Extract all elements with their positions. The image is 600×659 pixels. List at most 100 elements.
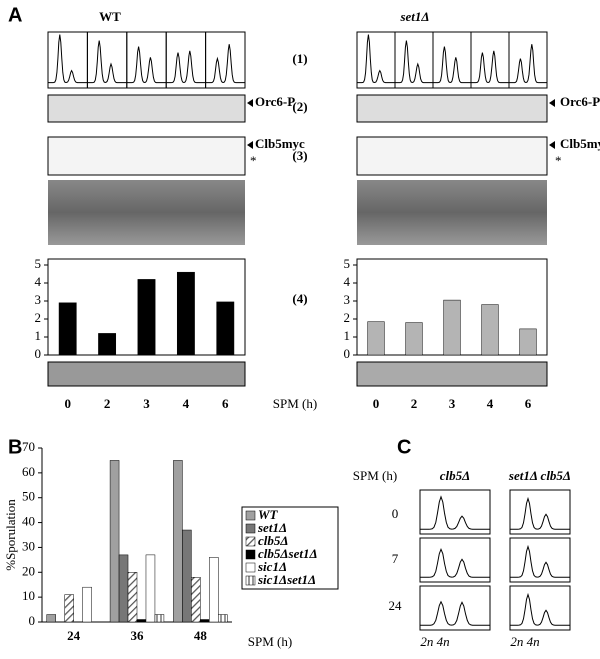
legend-frame	[241, 506, 339, 590]
x-tick-label: 4	[183, 396, 190, 411]
facs-trace	[510, 544, 570, 578]
y-tick-label: 1	[35, 328, 42, 343]
band-label: *	[250, 153, 257, 168]
legend-swatch	[245, 523, 256, 534]
y-tick-label: 10	[22, 588, 35, 603]
row-label: (2)	[292, 99, 307, 114]
facs-trace	[420, 547, 490, 578]
x-tick-label: 24	[67, 628, 81, 643]
x-tick-label: 6	[525, 396, 532, 411]
blot	[356, 361, 548, 387]
facs-box	[47, 31, 88, 89]
bar	[118, 554, 129, 623]
x-tick-label: 2	[411, 396, 418, 411]
facs-trace	[510, 592, 570, 626]
legend-swatch	[245, 562, 256, 573]
y-tick-label: 0	[29, 613, 36, 628]
bar	[216, 301, 235, 356]
y-tick-label: 30	[22, 538, 35, 553]
facs-trace	[509, 44, 547, 84]
y-tick-label: 3	[344, 292, 351, 307]
legend-swatch	[245, 536, 256, 547]
facs-box	[419, 489, 491, 535]
facs-box	[419, 537, 491, 583]
column-title: WT	[99, 9, 121, 24]
facs-box	[205, 31, 246, 89]
facs-box	[509, 585, 571, 631]
bar	[137, 279, 156, 356]
legend-swatch	[245, 549, 256, 560]
facs-trace	[126, 46, 167, 84]
bar	[145, 554, 156, 623]
row-label: 7	[392, 551, 399, 566]
facs-box	[419, 585, 491, 631]
row-label: (4)	[292, 291, 307, 306]
dna-label: 2n 4n	[510, 634, 539, 649]
y-tick-label: 4	[344, 274, 351, 289]
panel-label: B	[8, 436, 22, 458]
y-tick-label: 0	[344, 346, 351, 361]
blot	[48, 180, 245, 245]
bar	[176, 271, 195, 356]
y-tick-label: 2	[35, 310, 42, 325]
bar	[191, 577, 201, 623]
bar	[405, 322, 423, 356]
x-tick-label: 3	[449, 396, 456, 411]
blot	[47, 136, 246, 176]
column-title: set1Δ clb5Δ	[508, 468, 571, 483]
x-tick-label: 0	[64, 396, 71, 411]
facs-trace	[433, 46, 471, 84]
band-label: *	[555, 153, 562, 168]
x-tick-label: 36	[131, 628, 145, 643]
blot	[47, 94, 246, 123]
y-tick-label: 2	[344, 310, 351, 325]
legend-label: clb5Δ	[258, 533, 289, 548]
x-tick-label: 6	[222, 396, 229, 411]
bar	[154, 614, 165, 623]
facs-trace	[87, 40, 127, 84]
x-tick-label: 3	[143, 396, 150, 411]
band-label: Orc6-P	[560, 94, 600, 109]
legend-label: clb5Δset1Δ	[258, 546, 318, 561]
y-tick-label: 0	[35, 346, 42, 361]
facs-trace	[471, 50, 509, 84]
band-label: Clb5myc	[255, 136, 305, 151]
blot	[356, 136, 548, 176]
x-tick-label: 4	[487, 396, 494, 411]
bar	[519, 328, 537, 356]
panel-label: A	[8, 4, 22, 26]
x-tick-label: 2	[104, 396, 111, 411]
legend-label: sic1Δset1Δ	[257, 572, 316, 587]
facs-trace	[395, 40, 433, 84]
legend-swatch	[245, 575, 256, 586]
bar	[182, 529, 192, 623]
legend-swatch	[245, 510, 256, 521]
legend-label: WT	[258, 507, 279, 522]
legend-label: sic1Δ	[257, 559, 287, 574]
blot	[357, 180, 547, 245]
facs-trace	[357, 34, 395, 84]
facs-box	[356, 31, 396, 89]
y-tick-label: 20	[22, 563, 35, 578]
bar	[481, 304, 499, 356]
y-tick-label: 70	[22, 439, 35, 454]
x-tick-label: 0	[373, 396, 380, 411]
y-tick-label: 3	[35, 292, 42, 307]
y-tick-label: 60	[22, 464, 35, 479]
facs-trace	[420, 600, 490, 626]
bar	[82, 586, 92, 623]
bar	[46, 614, 56, 623]
bar	[173, 460, 183, 623]
bar	[127, 572, 138, 623]
bar	[200, 619, 210, 623]
column-title: set1Δ	[399, 9, 429, 24]
x-tick-label: 48	[194, 628, 208, 643]
facs-box	[509, 537, 571, 583]
facs-box	[86, 31, 128, 89]
y-tick-label: 40	[22, 514, 35, 529]
y-tick-label: 4	[35, 274, 42, 289]
bar	[98, 333, 117, 356]
bar	[443, 299, 461, 356]
facs-trace	[420, 495, 490, 530]
facs-trace	[166, 50, 206, 84]
